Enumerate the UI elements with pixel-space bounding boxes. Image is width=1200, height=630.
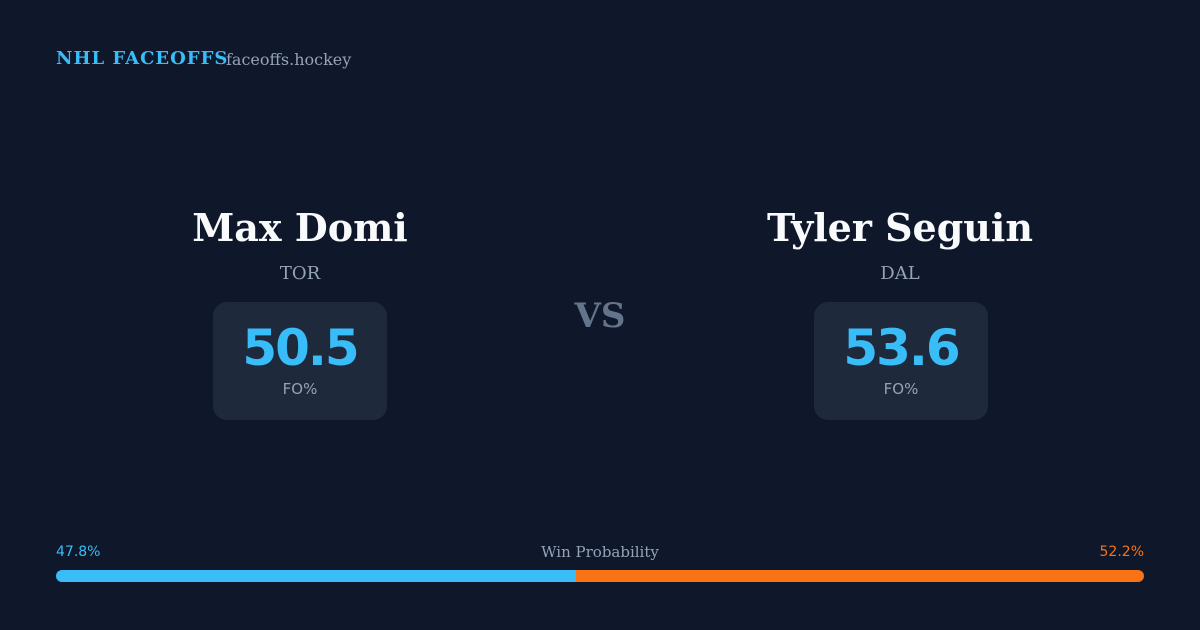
stat-label: FO% — [883, 380, 919, 398]
versus: VS — [574, 296, 626, 336]
player-name: Tyler Seguin — [767, 205, 1033, 250]
win-prob-segment — [56, 570, 577, 582]
win-prob-left: 47.8% — [56, 544, 101, 560]
win-prob-title: Win Probability — [541, 543, 659, 561]
stat-label: FO% — [282, 380, 318, 398]
stat-value: 53.6 — [843, 319, 960, 377]
win-prob-right: 52.2% — [1099, 544, 1144, 560]
player-team: TOR — [279, 263, 321, 284]
stat-value: 50.5 — [242, 319, 359, 377]
brand: NHL FACEOFFS — [56, 48, 229, 69]
stat-card: 53.6 FO% — [814, 302, 988, 420]
player-team: DAL — [880, 263, 920, 284]
player-name: Max Domi — [192, 205, 408, 250]
site: faceoffs.hockey — [226, 50, 352, 69]
stat-card: 50.5 FO% — [213, 302, 387, 420]
win-prob-bar — [56, 570, 1144, 582]
win-prob-segment — [576, 570, 1144, 582]
